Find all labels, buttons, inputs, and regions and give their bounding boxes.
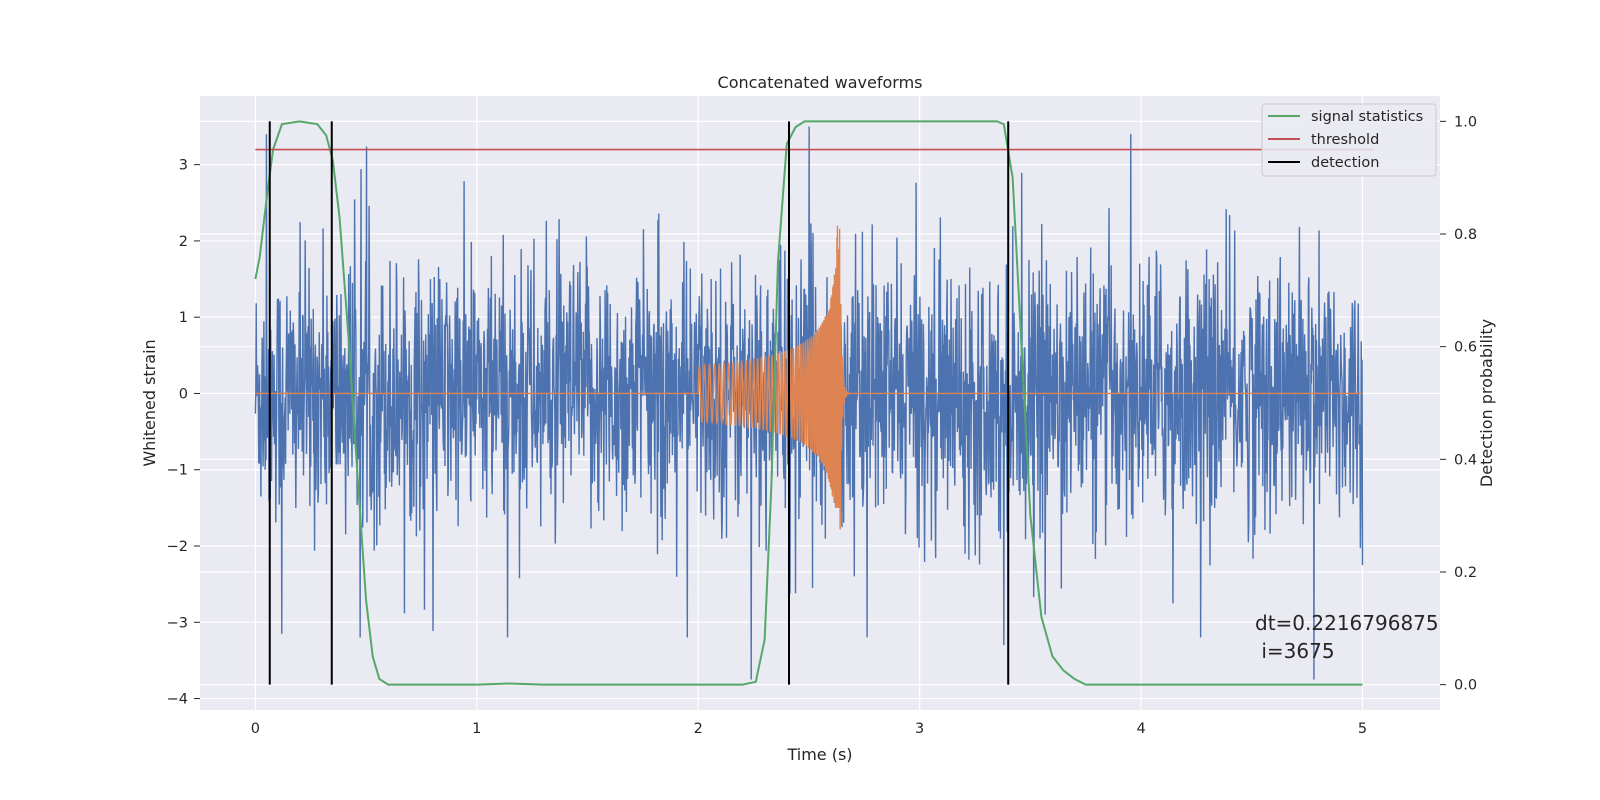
x-tick-label: 4 [1136, 721, 1145, 737]
y2-tick-label: 0.4 [1454, 452, 1477, 468]
y-tick-label: −2 [167, 539, 188, 555]
y-tick-label: 0 [179, 386, 188, 402]
y2-tick-label: 1.0 [1454, 114, 1477, 130]
legend-label-detection: detection [1311, 155, 1379, 171]
x-axis-label: Time (s) [786, 745, 852, 764]
y2-tick-label: 0.0 [1454, 678, 1477, 694]
detection-lines [268, 121, 1010, 685]
x-tick-label: 5 [1358, 721, 1367, 737]
y-tick-label: −3 [167, 615, 188, 631]
annotation-dt: dt=0.2216796875 [1255, 611, 1439, 635]
y2-tick-label: 0.8 [1454, 227, 1477, 243]
y-tick-label: 1 [179, 310, 188, 326]
signal-statistics-line [254, 120, 1363, 686]
y-tick-label: −4 [167, 692, 188, 708]
legend: signal statistics threshold detection [1261, 103, 1437, 177]
x-tick-label: 0 [251, 721, 260, 737]
legend-label-threshold: threshold [1311, 132, 1379, 148]
x-tick-label: 2 [694, 721, 703, 737]
x-tick-label: 3 [915, 721, 924, 737]
y2-tick-label: 0.6 [1454, 340, 1477, 356]
annotation-index: i=3675 [1255, 639, 1335, 663]
y-tick-label: 2 [179, 234, 188, 250]
y-axis-label: Whitened strain [140, 339, 159, 466]
x-axis-ticks: 0 1 2 3 4 5 [251, 721, 1367, 737]
legend-box [1261, 103, 1437, 177]
strain-noise-series [254, 126, 1364, 680]
chart-title: Concatenated waveforms [718, 73, 923, 92]
y2-tick-label: 0.2 [1454, 565, 1477, 581]
y-axis-ticks: −4 −3 −2 −1 0 1 2 3 [167, 158, 200, 708]
y-tick-label: 3 [179, 158, 188, 174]
y2-axis-ticks: 0.0 0.2 0.4 0.6 0.8 1.0 [1440, 114, 1477, 694]
y-tick-label: −1 [167, 463, 188, 479]
y2-axis-label: Detection probability [1477, 319, 1496, 487]
x-tick-label: 1 [472, 721, 481, 737]
legend-label-signal-statistics: signal statistics [1311, 109, 1423, 125]
